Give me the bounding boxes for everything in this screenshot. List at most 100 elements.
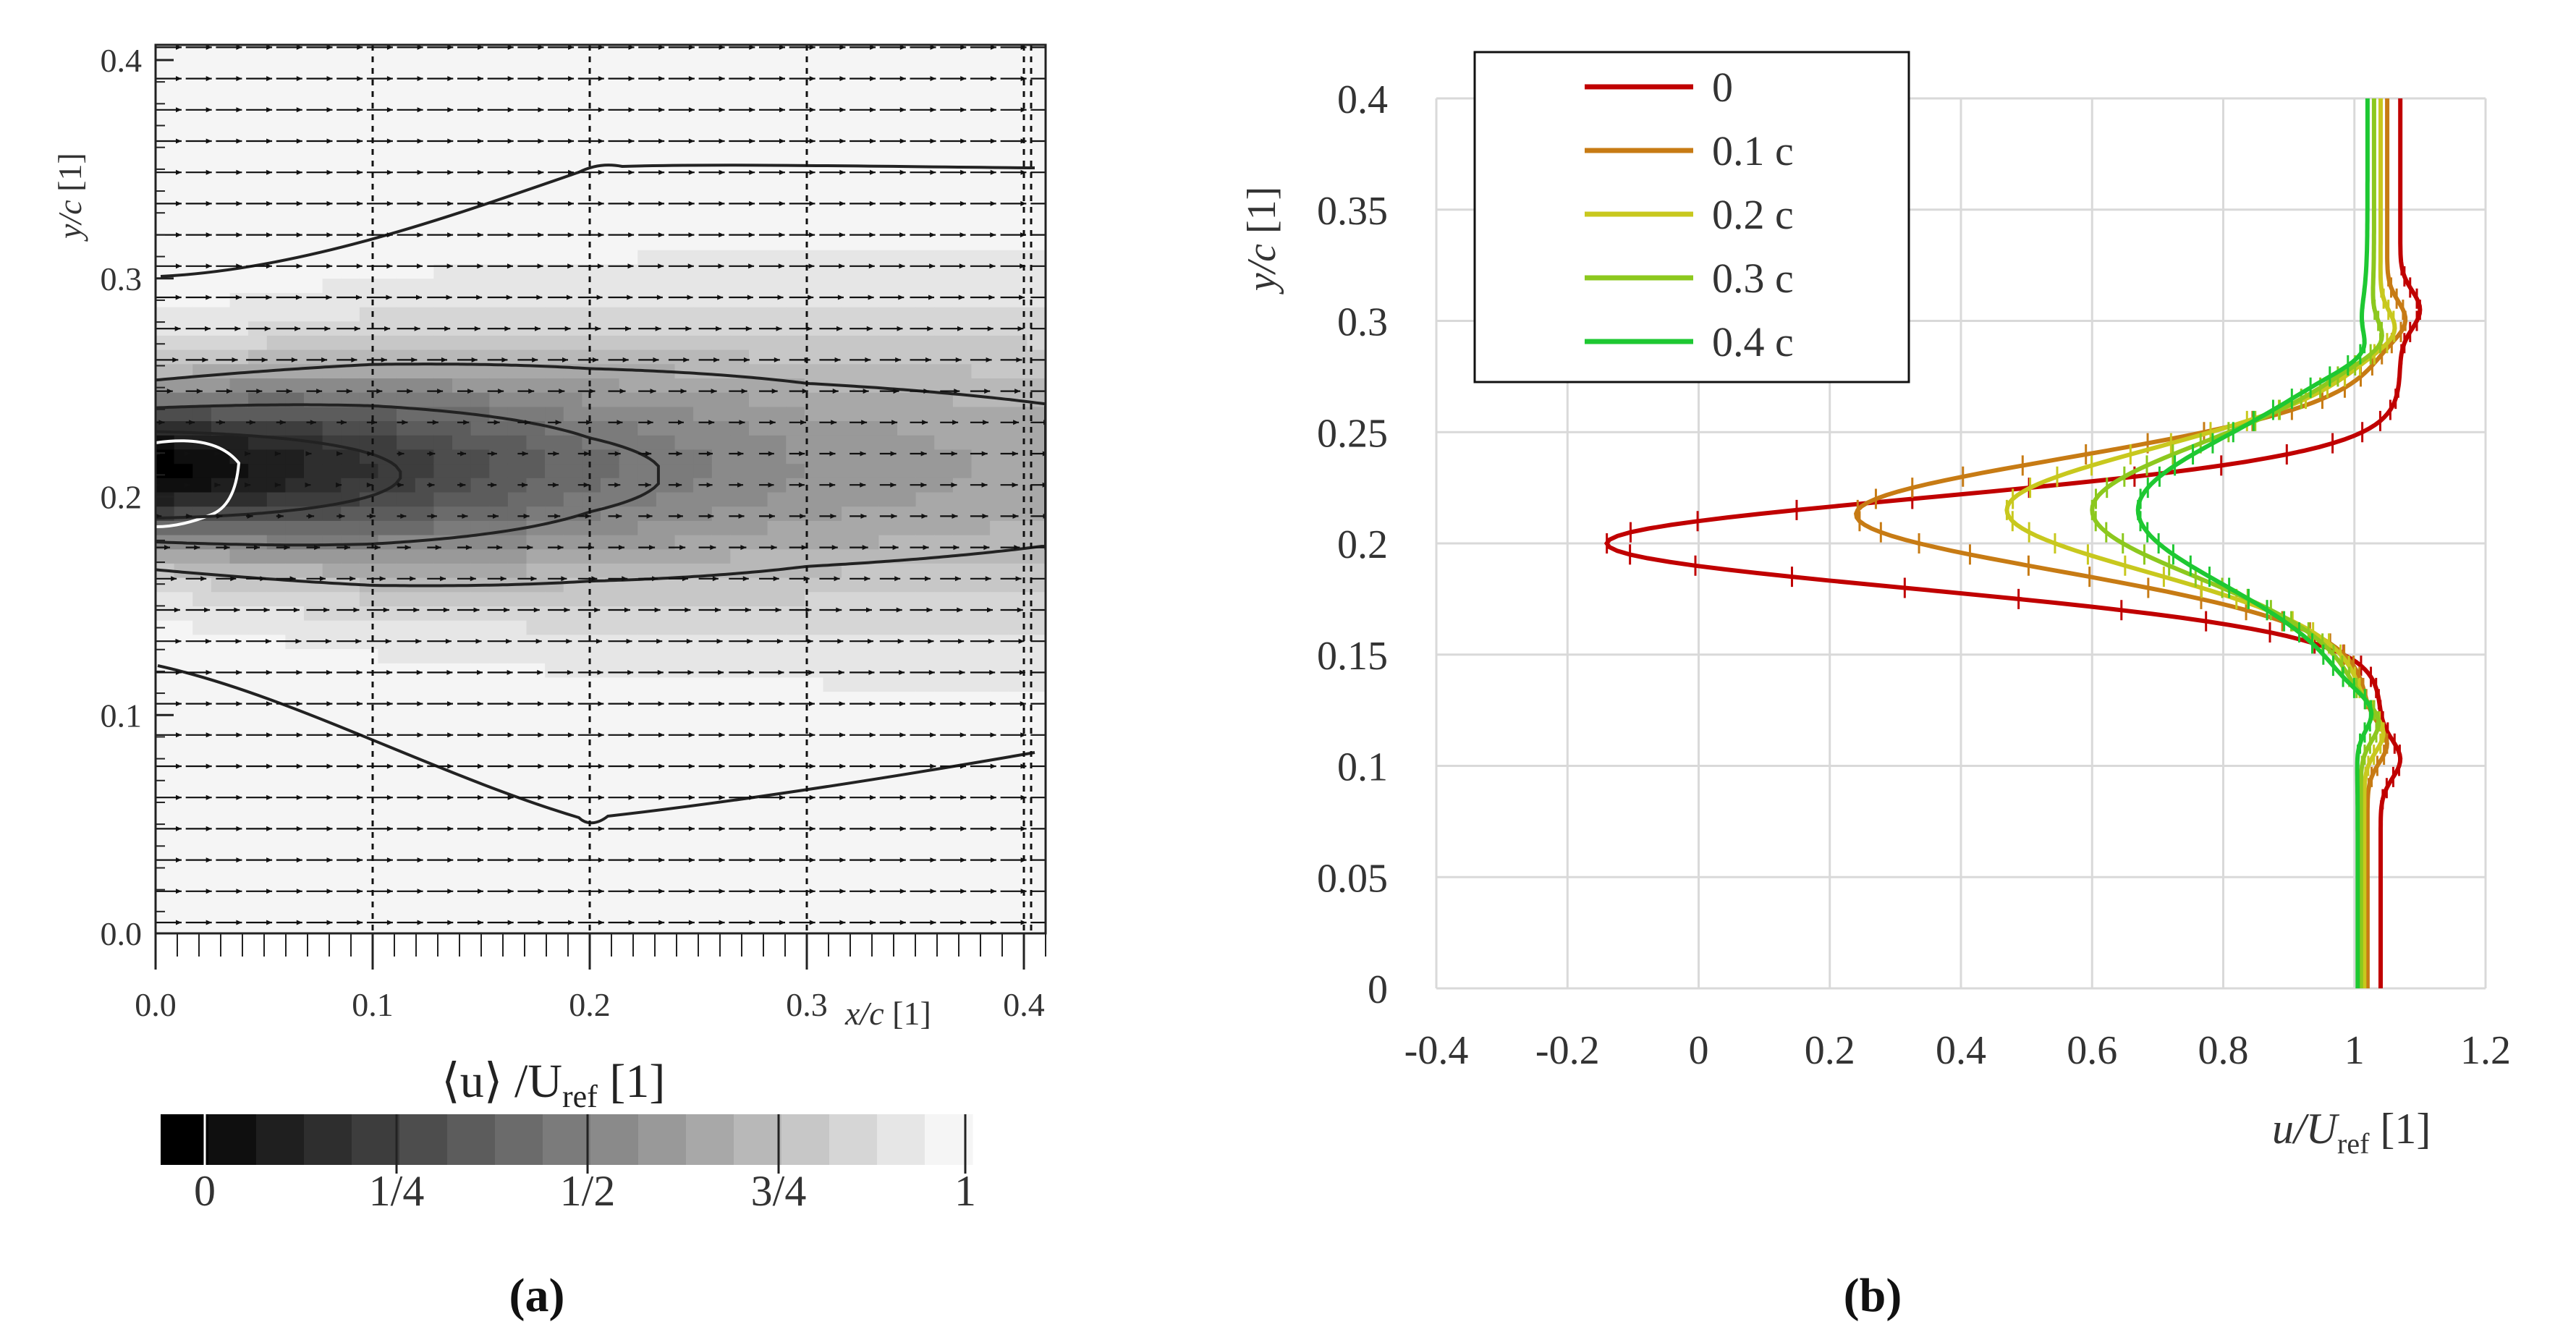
field-cell <box>489 548 509 564</box>
field-cell <box>971 235 991 250</box>
field-cell <box>341 662 360 678</box>
field-cell <box>693 363 713 378</box>
field-cell <box>842 705 861 721</box>
vector-head <box>839 701 845 707</box>
vector-head <box>463 420 470 425</box>
field-cell <box>749 548 768 564</box>
vector-head <box>417 107 423 113</box>
vector-head <box>447 138 454 144</box>
field-cell <box>526 819 546 834</box>
field-cell <box>229 135 249 150</box>
field-cell <box>359 263 379 279</box>
field-cell <box>341 748 360 763</box>
field-cell <box>545 78 564 94</box>
field-cell <box>526 250 546 265</box>
field-cell <box>730 135 750 150</box>
field-cell <box>359 791 379 806</box>
vector-head <box>739 420 745 425</box>
field-cell <box>526 876 546 891</box>
contour-level-0 <box>156 439 241 528</box>
field-cell <box>211 50 231 65</box>
vector-head <box>687 669 694 675</box>
field-cell <box>322 50 342 65</box>
vector-head <box>959 263 965 269</box>
field-cell <box>860 150 880 165</box>
field-cell <box>1027 406 1046 422</box>
vector-head <box>598 857 604 863</box>
vector-head <box>688 889 695 894</box>
field-cell <box>915 292 935 308</box>
field-cell <box>619 420 638 436</box>
field-cell <box>1027 776 1046 792</box>
y-tick-label-b: 0.1 <box>1337 745 1388 790</box>
field-cell <box>823 263 842 279</box>
vector-head <box>386 76 393 82</box>
field-cell <box>359 606 379 621</box>
field-cell <box>433 192 453 208</box>
field-cell <box>341 278 360 293</box>
vector-head <box>688 857 695 863</box>
x-tick-label-b: 0 <box>1689 1028 1709 1073</box>
field-cell <box>730 78 750 94</box>
field-cell <box>711 463 732 478</box>
vector-head <box>296 732 302 738</box>
field-cell <box>878 406 898 422</box>
field-cell <box>842 834 861 849</box>
field-cell <box>563 762 583 778</box>
field-cell <box>656 206 676 222</box>
field-cell <box>507 904 528 920</box>
field-cell <box>211 292 231 308</box>
field-cell <box>582 606 601 621</box>
field-cell <box>415 434 435 450</box>
field-cell <box>804 363 824 378</box>
field-cell <box>860 22 879 37</box>
field-cell <box>341 50 360 65</box>
field-cell <box>897 734 917 749</box>
field-cell <box>952 121 973 137</box>
field-cell <box>415 164 435 179</box>
field-cell <box>397 648 416 663</box>
vector-head <box>839 826 846 831</box>
vector-head <box>834 357 841 362</box>
vector-head <box>1020 45 1027 50</box>
vector-head <box>326 263 333 269</box>
vector-head <box>628 76 635 82</box>
field-cell <box>786 50 805 65</box>
vector-head <box>564 326 571 331</box>
field-cell <box>507 292 528 308</box>
vector-head <box>417 76 423 82</box>
field-cell <box>934 250 954 265</box>
vector-head <box>216 513 223 519</box>
field-cell <box>470 221 490 237</box>
field-cell <box>563 192 583 208</box>
field-cell <box>860 919 880 933</box>
field-cell <box>304 648 323 663</box>
field-cell <box>582 776 601 792</box>
field-cell <box>637 520 657 535</box>
field-cell <box>786 449 805 465</box>
vector-head <box>507 920 514 925</box>
field-cell <box>304 221 323 237</box>
field-cell <box>304 719 323 735</box>
vector-head <box>295 326 301 331</box>
field-cell <box>507 662 528 678</box>
field-cell <box>248 278 268 293</box>
field-cell <box>656 278 676 293</box>
field-cell <box>915 834 935 849</box>
field-cell <box>229 335 249 350</box>
vector-head <box>567 263 574 269</box>
field-cell <box>601 862 620 878</box>
field-cell <box>601 619 620 635</box>
y-tick-label-b: 0 <box>1368 967 1388 1012</box>
field-cell <box>711 420 732 436</box>
field-cell <box>823 705 842 721</box>
field-cell <box>470 520 490 535</box>
field-cell <box>156 363 175 378</box>
vector-head <box>266 701 273 707</box>
vector-head <box>737 482 744 488</box>
field-cell <box>786 278 805 293</box>
field-cell <box>433 306 453 322</box>
field-cell <box>174 677 193 692</box>
vector-head <box>367 451 373 457</box>
field-cell <box>174 819 193 834</box>
